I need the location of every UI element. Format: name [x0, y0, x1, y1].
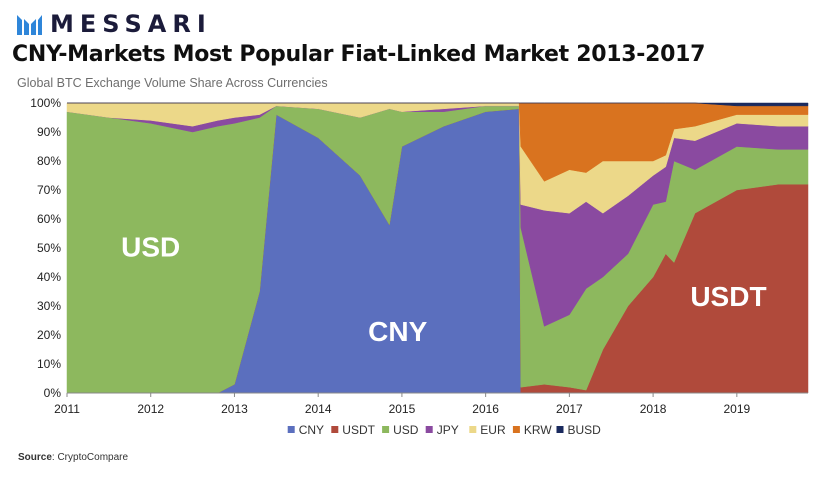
x-tick-label: 2013 [221, 402, 248, 416]
brand: MESSARI [16, 10, 212, 38]
chart-subtitle: Global BTC Exchange Volume Share Across … [17, 76, 328, 90]
legend-swatch [331, 426, 339, 433]
legend-item-krw: KRW [512, 423, 552, 437]
y-tick-label: 50% [37, 241, 61, 255]
annotation-cny: CNY [368, 316, 427, 347]
legend-label: USD [393, 423, 419, 437]
y-tick-label: 90% [37, 125, 61, 139]
legend: CNY USDT USD JPY EUR KRW BUSD [287, 423, 602, 437]
messari-logo-icon [17, 15, 42, 35]
legend-label: USDT [342, 423, 375, 437]
x-tick-label: 2012 [137, 402, 164, 416]
annotation-usdt: USDT [690, 281, 766, 312]
x-tick-label: 2019 [723, 402, 750, 416]
legend-label: JPY [437, 423, 459, 437]
x-tick-label: 2018 [640, 402, 667, 416]
legend-label: KRW [524, 423, 552, 437]
y-tick-label: 10% [37, 357, 61, 371]
x-tick-label: 2011 [54, 402, 80, 416]
legend-item-eur: EUR [469, 423, 506, 437]
annotation-usd: USD [121, 232, 180, 263]
legend-label: BUSD [568, 423, 602, 437]
y-tick-label: 80% [37, 154, 61, 168]
legend-swatch [512, 426, 520, 433]
x-tick-label: 2014 [305, 402, 332, 416]
legend-label: EUR [480, 423, 506, 437]
axes-group: 0% 10% 20% 30% 40% 50% 60% 70% 80% 90% 100% 2011 201… [30, 96, 808, 416]
annotation-group: USD CNY USDT [121, 232, 766, 347]
x-tick-label: 2017 [556, 402, 583, 416]
area-busd [67, 102, 809, 107]
legend-swatch [287, 426, 295, 433]
brand-name: MESSARI [50, 10, 212, 38]
y-tick-label: 40% [37, 270, 61, 284]
y-tick-label: 70% [37, 183, 61, 197]
source-label: Source [18, 452, 52, 463]
legend-swatch [469, 426, 477, 433]
x-tick-label: 2015 [389, 402, 416, 416]
source-value: : CryptoCompare [51, 452, 129, 463]
legend-item-usdt: USDT [331, 423, 376, 437]
y-tick-label: 20% [37, 328, 61, 342]
y-tick-label: 0% [44, 386, 62, 400]
y-tick-label: 30% [37, 299, 61, 313]
legend-label: CNY [299, 423, 324, 437]
x-tick-label: 2016 [472, 402, 499, 416]
legend-item-cny: CNY [287, 423, 324, 437]
legend-swatch [382, 426, 390, 433]
legend-swatch [425, 426, 433, 433]
legend-item-busd: BUSD [556, 423, 602, 437]
legend-item-usd: USD [382, 423, 419, 437]
y-tick-label: 100% [30, 96, 61, 110]
legend-item-jpy: JPY [425, 423, 459, 437]
area-series-group [66, 102, 809, 394]
chart-title: CNY-Markets Most Popular Fiat-Linked Mar… [12, 42, 706, 67]
y-tick-label: 60% [37, 212, 61, 226]
source-note: Source: CryptoCompare [18, 452, 128, 463]
legend-swatch [556, 426, 564, 433]
